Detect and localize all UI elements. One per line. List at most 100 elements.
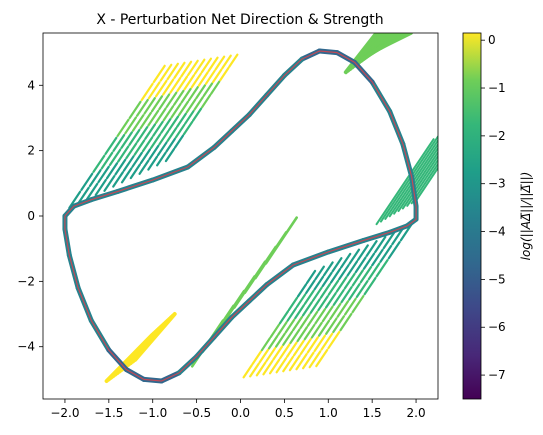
quiver-arrow — [309, 298, 321, 314]
colorbar-gradient — [462, 32, 482, 400]
quiver-arrow — [375, 259, 389, 278]
quiver-arrow — [317, 295, 329, 312]
quiver-arrow — [169, 76, 182, 94]
quiver-arrow — [242, 364, 253, 379]
quiver-arrow — [166, 62, 180, 81]
quiver-arrow — [120, 167, 133, 184]
quiver-arrow — [182, 120, 194, 136]
quiver-arrow — [135, 98, 149, 117]
quiver-arrow — [388, 142, 438, 218]
quiver-arrow — [289, 328, 301, 345]
quiver-arrow — [129, 163, 142, 180]
quiver-arrow — [94, 178, 107, 197]
quiver-arrow — [391, 227, 404, 246]
x-tick-label: −1.0 — [138, 406, 167, 420]
quiver-arrow — [104, 136, 118, 156]
quiver-arrow — [108, 148, 122, 167]
quiver-arrow — [128, 128, 141, 146]
quiver-arrow — [314, 265, 325, 281]
quiver-arrow — [301, 351, 315, 370]
quiver-arrow — [156, 141, 168, 157]
quiver-arrow — [260, 337, 271, 352]
quiver-arrow — [265, 347, 277, 363]
quiver-arrow — [166, 127, 178, 143]
quiver-arrow — [327, 279, 340, 296]
quiver-arrow — [114, 158, 127, 176]
y-tick-label: −4 — [17, 340, 35, 354]
quiver-arrow — [214, 55, 226, 71]
quiver-arrow — [124, 116, 138, 135]
quiver-arrow — [255, 361, 267, 377]
quiver-field — [62, 33, 438, 384]
limit-cycle-line — [64, 50, 417, 382]
quiver-arrow — [292, 339, 305, 357]
quiver-arrow — [185, 98, 197, 114]
quiver-arrow — [314, 308, 327, 325]
quiver-arrow — [210, 80, 221, 95]
quiver-arrow — [173, 134, 185, 149]
quiver-arrow — [88, 169, 102, 188]
quiver-arrow — [348, 283, 361, 301]
quiver-arrow — [147, 81, 161, 100]
quiver-arrow — [138, 159, 150, 175]
quiver-arrow — [322, 261, 334, 277]
quiver-arrow — [122, 155, 135, 172]
quiver-arrow — [150, 95, 164, 113]
quiver-arrow — [295, 353, 308, 371]
quiver-arrow — [315, 348, 329, 368]
quiver-arrow — [200, 57, 213, 74]
quiver-arrow — [310, 321, 323, 339]
chart-title: X - Perturbation Net Direction & Strengt… — [96, 12, 383, 28]
quiver-arrow — [147, 109, 160, 127]
quiver-arrow — [287, 296, 299, 312]
quiver-arrow — [143, 97, 156, 115]
quiver-arrow — [112, 171, 124, 188]
y-tick-label: 4 — [27, 78, 35, 92]
quiver-arrow — [258, 348, 270, 364]
quiver-arrow — [180, 87, 192, 104]
quiver-arrow — [200, 93, 212, 109]
x-tick-label: 0.5 — [275, 406, 294, 420]
quiver-arrow — [249, 362, 260, 378]
colorbar-tick-label: −3 — [488, 177, 506, 191]
quiver-arrow — [308, 350, 322, 369]
quiver-arrow — [149, 133, 162, 149]
colorbar-label: log(||AΔ̅||/||Δ̅||) — [519, 172, 533, 261]
quiver-arrow — [338, 264, 350, 281]
quiver-arrow — [331, 257, 343, 273]
quiver-arrow — [191, 107, 203, 122]
quiver-arrow — [165, 91, 178, 109]
quiver-arrow — [329, 267, 342, 284]
x-tick-label: 1.5 — [363, 406, 382, 420]
quiver-arrow — [363, 276, 377, 296]
quiver-arrow — [211, 68, 223, 84]
quiver-arrow — [152, 64, 166, 84]
quiver-arrow — [117, 145, 130, 163]
quiver-arrow — [176, 112, 187, 128]
quiver-arrow — [267, 334, 279, 350]
colorbar-tick-label: −7 — [488, 368, 506, 382]
quiver-arrow — [365, 240, 378, 257]
quiver-arrow — [291, 315, 304, 332]
quiver-arrow — [278, 310, 290, 325]
quiver-arrow — [375, 138, 435, 226]
quiver-arrow — [288, 354, 301, 372]
quiver-arrow — [410, 162, 438, 205]
quiver-arrow — [174, 123, 186, 139]
quiver-arrow — [306, 336, 319, 354]
quiver-arrow — [133, 139, 146, 156]
x-tick-label: −0.5 — [182, 406, 211, 420]
quiver-arrow — [303, 289, 315, 305]
quiver-arrow — [305, 269, 317, 285]
quiver-arrow — [269, 323, 281, 339]
quiver-arrow — [351, 294, 365, 314]
quiver-arrow — [340, 286, 353, 304]
quiver-arrow — [116, 118, 130, 138]
quiver-arrow — [68, 190, 82, 209]
quiver-arrow — [120, 131, 133, 149]
colorbar-tick-label: −4 — [488, 225, 506, 239]
quiver-arrow — [274, 332, 286, 348]
quiver-arrow — [294, 304, 305, 320]
quiver-arrow — [379, 135, 438, 223]
